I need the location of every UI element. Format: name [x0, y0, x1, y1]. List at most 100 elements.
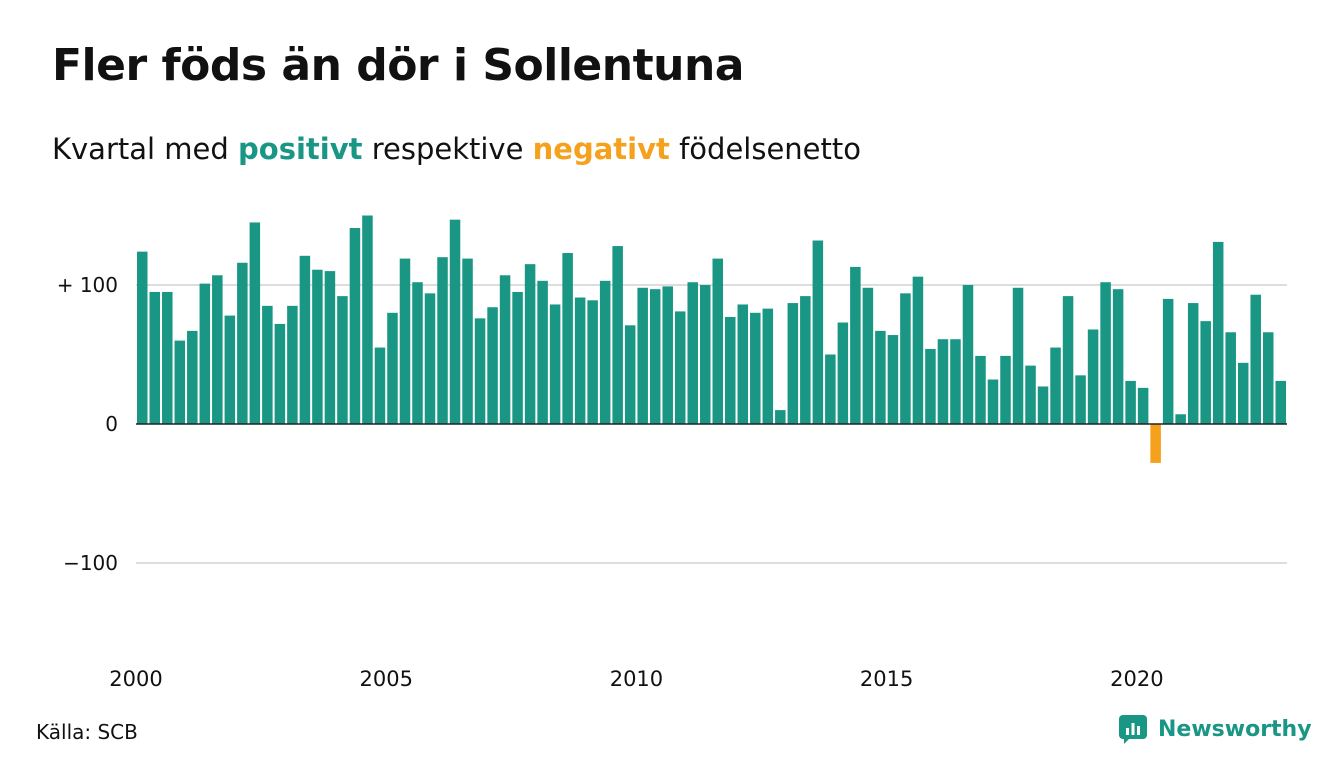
bar: [537, 280, 548, 424]
bar: [1100, 282, 1111, 424]
bar: [474, 318, 486, 424]
bar: [624, 325, 636, 424]
bar: [762, 308, 774, 424]
bar: [787, 303, 799, 424]
bar: [549, 304, 561, 424]
bar: [1262, 332, 1274, 424]
bar: [1200, 321, 1211, 424]
bar: [412, 282, 423, 424]
bar: [574, 297, 586, 424]
bar: [149, 291, 161, 424]
y-tick-label: + 100: [57, 273, 118, 297]
bar: [599, 280, 611, 424]
brand-logo: Newsworthy: [1118, 714, 1312, 744]
bar: [499, 275, 511, 424]
subtitle-prefix: Kvartal med: [52, 132, 229, 166]
bar: [1137, 387, 1149, 424]
bar: [274, 323, 286, 424]
bar: [925, 348, 936, 424]
x-tick-label: 2020: [1110, 667, 1163, 691]
bar: [800, 296, 811, 424]
bar: [1275, 380, 1286, 424]
bar: [1250, 294, 1261, 424]
bar: [587, 300, 598, 424]
bar: [875, 330, 886, 424]
bar: [362, 215, 373, 424]
bar: [224, 315, 236, 424]
x-tick-label: 2010: [610, 667, 663, 691]
bar: [324, 271, 336, 424]
bar: [1187, 303, 1199, 424]
bar: [424, 293, 436, 424]
x-tick-label: 2000: [109, 667, 162, 691]
bar: [1225, 332, 1236, 424]
bar: [1162, 298, 1174, 424]
brand-name: Newsworthy: [1158, 716, 1312, 742]
bar: [237, 262, 248, 424]
bar: [812, 240, 824, 424]
chart-title: Fler föds än dör i Sollentuna: [52, 40, 744, 91]
source-note: Källa: SCB: [36, 720, 138, 744]
bar: [462, 258, 473, 424]
bar: [199, 283, 211, 424]
bar: [562, 253, 573, 424]
bar: [524, 264, 536, 424]
bar: [1087, 329, 1099, 424]
bar: [337, 296, 348, 424]
y-tick-label: −100: [63, 551, 118, 575]
bar: [437, 257, 448, 424]
bar: [137, 251, 148, 424]
bar: [249, 222, 261, 424]
bar-chart: + 100 0 −100 2000 2005 2010 2015 2020: [57, 215, 1287, 691]
bar: [975, 355, 986, 424]
bar: [449, 219, 461, 424]
bar: [1075, 375, 1086, 424]
bar: [737, 304, 749, 424]
y-tick-label: 0: [105, 412, 118, 436]
bar: [850, 266, 861, 424]
subtitle-suffix: födelsenetto: [679, 132, 861, 166]
bar: [987, 379, 999, 424]
bar: [662, 286, 673, 424]
subtitle-negative-word: negativt: [532, 132, 670, 166]
bar: [1062, 296, 1074, 424]
bar: [162, 291, 173, 424]
x-tick-label: 2005: [359, 667, 412, 691]
bar: [825, 354, 836, 424]
bar: [1050, 347, 1061, 424]
bar: [374, 347, 386, 424]
bar: [674, 311, 686, 424]
newsworthy-logo-icon: [1119, 715, 1147, 744]
bar: [950, 339, 961, 424]
bar: [287, 305, 298, 424]
bar: [262, 305, 273, 424]
bar: [637, 287, 648, 424]
bar: [937, 339, 949, 424]
bar: [1125, 380, 1136, 424]
bar: [1000, 355, 1011, 424]
bar: [387, 312, 398, 424]
bar: [649, 289, 661, 424]
bar: [962, 285, 974, 424]
bar: [399, 258, 411, 424]
bar: [512, 291, 523, 424]
bar: [750, 312, 761, 424]
subtitle-middle: respektive: [371, 132, 524, 166]
bar: [900, 293, 911, 424]
chart-subtitle: Kvartal med positivt respektive negativt…: [52, 132, 861, 166]
subtitle-positive-word: positivt: [238, 132, 363, 166]
bar: [612, 246, 623, 424]
bar: [174, 340, 186, 424]
bar: [487, 307, 498, 424]
bar: [187, 330, 198, 424]
bar: [712, 258, 724, 424]
bar: [912, 276, 924, 424]
bar: [1112, 289, 1124, 424]
bar: [887, 335, 899, 424]
bar: [312, 269, 323, 424]
bar: [862, 287, 874, 424]
bar: [725, 316, 736, 424]
bar: [687, 282, 698, 424]
bar: [1212, 241, 1224, 424]
bar: [1037, 386, 1049, 424]
